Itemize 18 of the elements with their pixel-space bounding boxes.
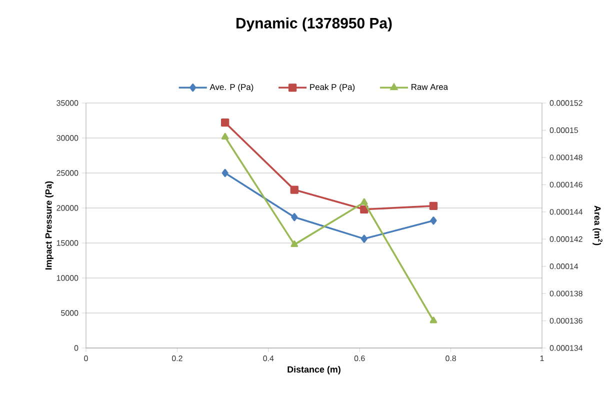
point	[221, 132, 229, 140]
point	[429, 202, 438, 210]
point	[430, 316, 438, 324]
legend-label: Raw Area	[412, 84, 448, 90]
y2-axis-title: Area (m$^{2}$)	[592, 206, 602, 246]
legend-label: Ave. P (Pa)	[210, 84, 254, 92]
y-axis-title: Impact Pressure (Pa)	[45, 181, 54, 270]
chart-title: Dynamic (1378950 Pa)	[236, 18, 392, 32]
point	[360, 198, 368, 205]
point	[291, 213, 298, 222]
point	[290, 240, 298, 248]
point	[222, 168, 228, 178]
x-axis-title: Distance (m)	[288, 366, 340, 374]
point	[360, 234, 368, 243]
point	[220, 118, 230, 127]
point	[430, 216, 437, 225]
point	[290, 186, 298, 194]
legend-label: Peak P (Pa)	[310, 84, 355, 92]
